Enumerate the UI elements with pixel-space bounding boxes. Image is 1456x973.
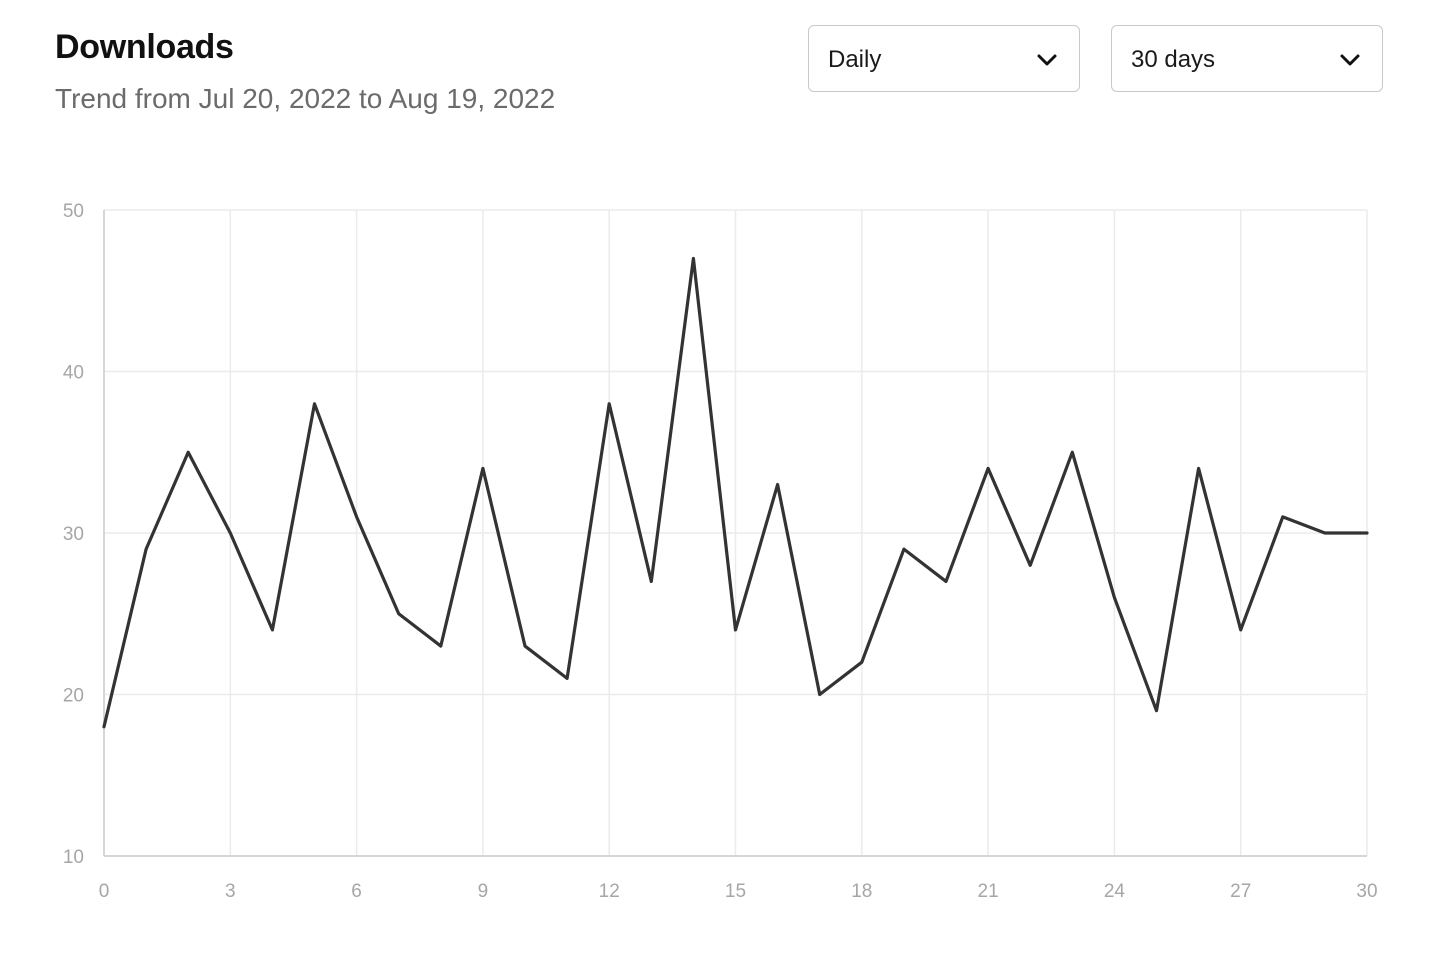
data-point	[734, 628, 738, 632]
range-select[interactable]: 30 days	[1111, 25, 1383, 92]
chevron-down-icon	[1037, 54, 1057, 66]
data-point	[818, 693, 822, 697]
series-line	[102, 256, 1369, 729]
data-point	[1155, 709, 1159, 713]
y-tick-label: 10	[63, 847, 84, 868]
data-point	[649, 579, 653, 583]
data-point	[944, 579, 948, 583]
data-point	[144, 547, 148, 551]
x-tick-label: 3	[225, 881, 236, 902]
data-point	[860, 660, 864, 664]
data-point	[1028, 563, 1032, 567]
y-tick-label: 40	[63, 363, 84, 384]
data-point	[313, 402, 317, 406]
data-point	[1197, 466, 1201, 470]
data-point	[1070, 450, 1074, 454]
data-point	[1365, 531, 1369, 535]
data-point	[1112, 596, 1116, 600]
x-tick-label: 27	[1230, 881, 1251, 902]
y-tick-label: 50	[63, 201, 84, 222]
series-layer	[102, 256, 1369, 729]
data-point	[397, 612, 401, 616]
x-tick-label: 12	[599, 881, 620, 902]
data-point	[1323, 531, 1327, 535]
x-tick-label: 30	[1356, 881, 1377, 902]
x-tick-label: 15	[725, 881, 746, 902]
interval-select-value: Daily	[828, 46, 882, 73]
range-select-value: 30 days	[1131, 46, 1216, 73]
x-tick-label: 9	[478, 881, 489, 902]
x-tick-label: 21	[978, 881, 999, 902]
data-point	[186, 450, 190, 454]
data-point	[1239, 628, 1243, 632]
y-tick-label: 20	[63, 686, 84, 707]
x-tick-label: 18	[851, 881, 872, 902]
data-point	[228, 531, 232, 535]
grid-lines	[103, 209, 1368, 857]
data-point	[776, 483, 780, 487]
y-tick-label: 30	[63, 524, 84, 545]
x-tick-label: 0	[99, 881, 110, 902]
data-point	[439, 644, 443, 648]
data-point	[523, 644, 527, 648]
data-point	[102, 725, 106, 729]
data-point	[565, 676, 569, 680]
axes	[103, 210, 1367, 857]
tick-labels: 10 20 30 40 50 0 3 6 9 12 15 18 21 24 27 30	[63, 201, 1378, 902]
chevron-down-icon	[1340, 54, 1360, 66]
x-tick-label: 6	[351, 881, 362, 902]
data-point	[691, 256, 695, 260]
data-point	[355, 515, 359, 519]
x-tick-label: 24	[1104, 881, 1126, 902]
data-point	[270, 628, 274, 632]
data-point	[1281, 515, 1285, 519]
data-point	[902, 547, 906, 551]
page-title: Downloads	[55, 28, 234, 66]
data-point	[607, 402, 611, 406]
data-point	[481, 466, 485, 470]
page-subtitle: Trend from Jul 20, 2022 to Aug 19, 2022	[55, 83, 556, 114]
interval-select[interactable]: Daily	[808, 25, 1080, 92]
data-point	[986, 466, 990, 470]
